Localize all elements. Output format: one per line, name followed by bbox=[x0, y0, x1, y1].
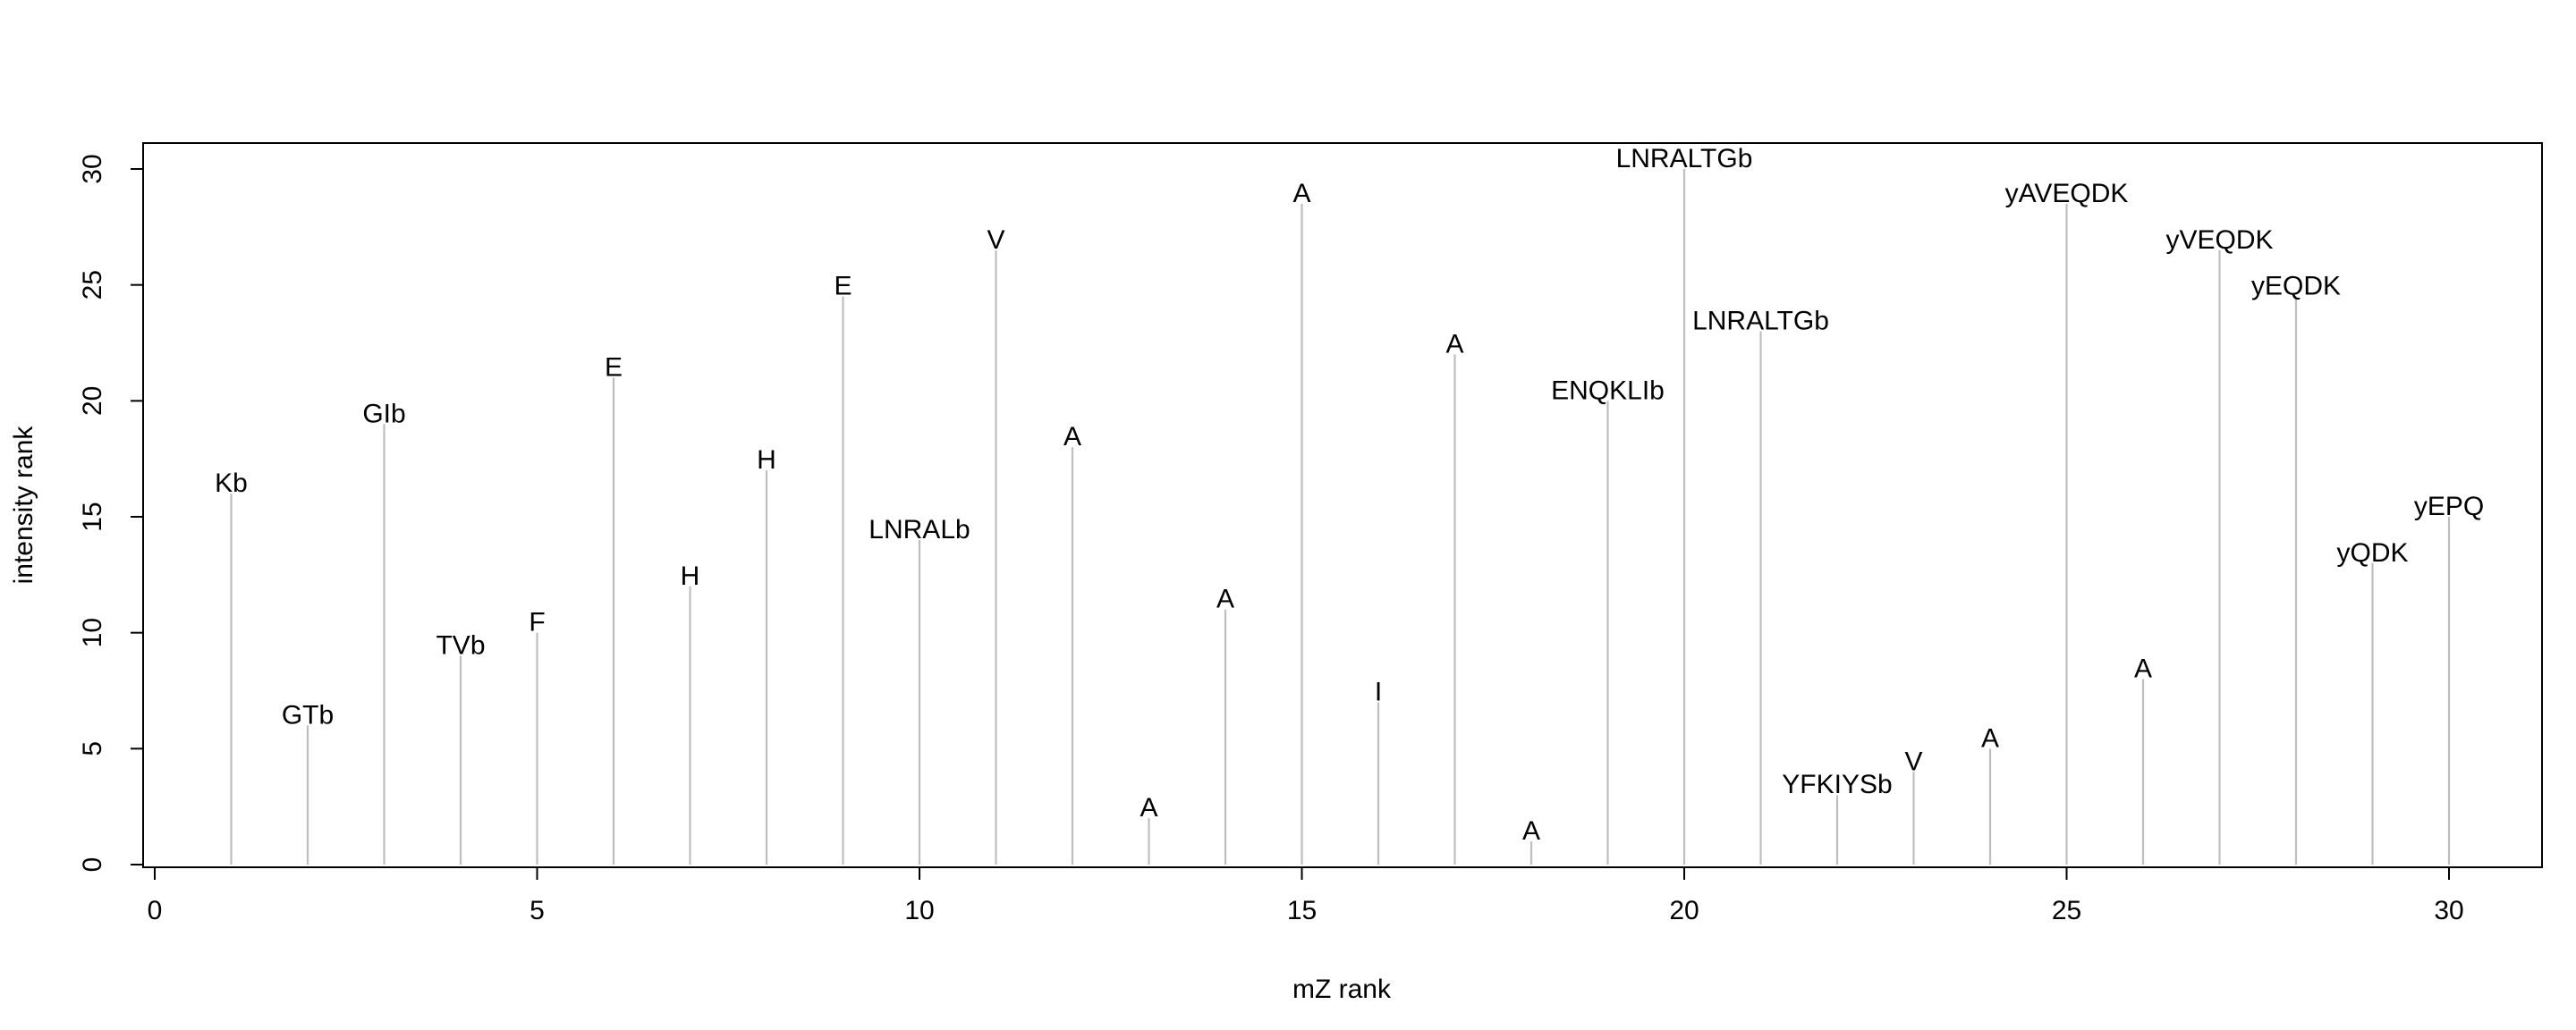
peak-label: A bbox=[1216, 585, 1234, 614]
y-axis: 0 5 10 15 20 25 30 bbox=[78, 154, 144, 873]
peak-label: LNRALTGb bbox=[1692, 307, 1829, 336]
y-tick-label: 25 bbox=[78, 270, 107, 300]
x-tick-label: 30 bbox=[2434, 896, 2463, 925]
x-axis: 0 5 10 15 20 25 30 bbox=[148, 866, 2464, 925]
peak-label: yAVEQDK bbox=[2005, 179, 2129, 208]
x-tick-label: 25 bbox=[2052, 896, 2081, 925]
y-tick-label: 5 bbox=[78, 741, 107, 756]
peak-label: V bbox=[1904, 747, 1922, 776]
peak-label: A bbox=[1063, 422, 1081, 452]
peak-label: LNRALb bbox=[869, 515, 970, 545]
peak-label: YFKIYSb bbox=[1782, 770, 1892, 799]
peak-label: GTb bbox=[282, 700, 334, 730]
peak-label: A bbox=[1522, 816, 1540, 846]
peak-label: A bbox=[1445, 329, 1463, 359]
peak-label: A bbox=[1140, 793, 1157, 823]
peak-label: A bbox=[1292, 179, 1310, 208]
peak-label: E bbox=[605, 352, 623, 382]
peak-label: yEQDK bbox=[2251, 272, 2341, 301]
x-tick-label: 0 bbox=[148, 896, 163, 925]
peak-label: yQDK bbox=[2336, 538, 2408, 568]
peak-stems bbox=[230, 169, 2451, 865]
peak-label: V bbox=[987, 225, 1004, 255]
peak-label: ENQKLIb bbox=[1551, 376, 1665, 405]
peak-label: A bbox=[1981, 723, 1999, 753]
peak-labels: Kb GTb GIb TVb F E H H E LNRALb V A A A A I A A ENQKLIb LNR… bbox=[215, 144, 2484, 846]
x-tick-label: 5 bbox=[530, 896, 545, 925]
peak-label: TVb bbox=[436, 631, 485, 661]
y-axis-title: intensity rank bbox=[9, 426, 38, 585]
x-tick-label: 20 bbox=[1669, 896, 1699, 925]
x-tick-label: 10 bbox=[904, 896, 934, 925]
x-axis-title: mZ rank bbox=[1292, 975, 1392, 1004]
peak-label: yEPQ bbox=[2414, 492, 2484, 521]
peak-label: H bbox=[681, 561, 700, 591]
y-tick-label: 30 bbox=[78, 154, 107, 183]
peak-label: GIb bbox=[362, 399, 405, 428]
peak-label: E bbox=[834, 272, 852, 301]
peak-label: yVEQDK bbox=[2165, 225, 2273, 255]
y-tick-label: 20 bbox=[78, 386, 107, 416]
peak-label: LNRALTGb bbox=[1616, 144, 1753, 173]
peak-label: I bbox=[1375, 677, 1382, 706]
y-tick-label: 10 bbox=[78, 618, 107, 647]
peak-label: Kb bbox=[215, 469, 248, 498]
peak-label: H bbox=[757, 445, 776, 475]
x-tick-label: 15 bbox=[1287, 896, 1317, 925]
peak-label: F bbox=[529, 608, 545, 637]
y-tick-label: 0 bbox=[78, 857, 107, 873]
peak-label: A bbox=[2134, 654, 2152, 684]
y-tick-label: 15 bbox=[78, 502, 107, 531]
